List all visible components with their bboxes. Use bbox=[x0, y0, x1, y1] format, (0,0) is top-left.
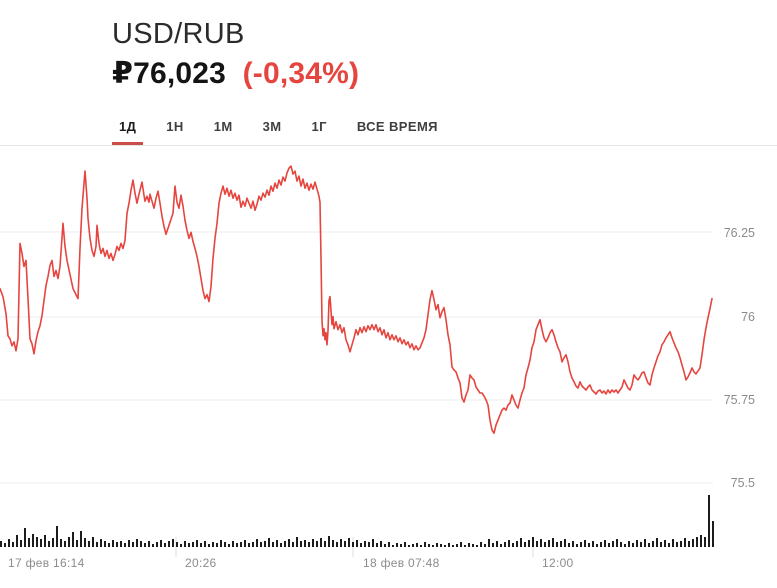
y-axis-label-76: 76 bbox=[741, 310, 755, 324]
x-axis-label-1200: 12:00 bbox=[542, 556, 574, 570]
horizontal-gridlines bbox=[0, 231, 713, 484]
current-price: ₽76,023 bbox=[112, 57, 227, 90]
active-tab-underline bbox=[112, 142, 144, 146]
x-axis-label-start: 17 фев 16:14 bbox=[8, 556, 85, 570]
price-change-percent: (-0,34%) bbox=[242, 57, 360, 90]
tab-1y[interactable]: 1Г bbox=[304, 108, 333, 144]
y-axis-label-75-75: 75.75 bbox=[723, 393, 755, 407]
tab-1m-label: 1М bbox=[213, 118, 233, 134]
tabs-divider-line bbox=[0, 145, 777, 146]
tab-1d-label: 1Д bbox=[119, 118, 137, 134]
page-title: USD/RUB bbox=[112, 18, 245, 50]
volume-bars bbox=[0, 495, 714, 547]
tab-1y-label: 1Г bbox=[311, 118, 327, 134]
tab-all-time[interactable]: ВСЕ ВРЕМЯ bbox=[350, 108, 445, 144]
tab-1w[interactable]: 1Н bbox=[159, 108, 190, 144]
tab-3m[interactable]: 3М bbox=[256, 108, 289, 144]
x-axis-label-2026: 20:26 bbox=[185, 556, 217, 570]
y-axis-label-75-5: 75.5 bbox=[730, 476, 755, 490]
tab-1w-label: 1Н bbox=[166, 118, 184, 134]
tab-1m[interactable]: 1М bbox=[207, 108, 240, 144]
price-line-path bbox=[0, 165, 713, 434]
y-axis-label-76-25: 76.25 bbox=[723, 226, 755, 240]
x-axis-label-0748: 18 фев 07:48 bbox=[363, 556, 440, 570]
timeframe-tabs: 1Д 1Н 1М 3М 1Г ВСЕ ВРЕМЯ bbox=[112, 108, 445, 146]
tab-all-time-label: ВСЕ ВРЕМЯ bbox=[356, 118, 438, 134]
price-row: ₽76,023 (-0,34%) bbox=[112, 56, 359, 92]
tab-1d[interactable]: 1Д bbox=[112, 108, 144, 146]
tab-3m-label: 3М bbox=[262, 118, 282, 134]
